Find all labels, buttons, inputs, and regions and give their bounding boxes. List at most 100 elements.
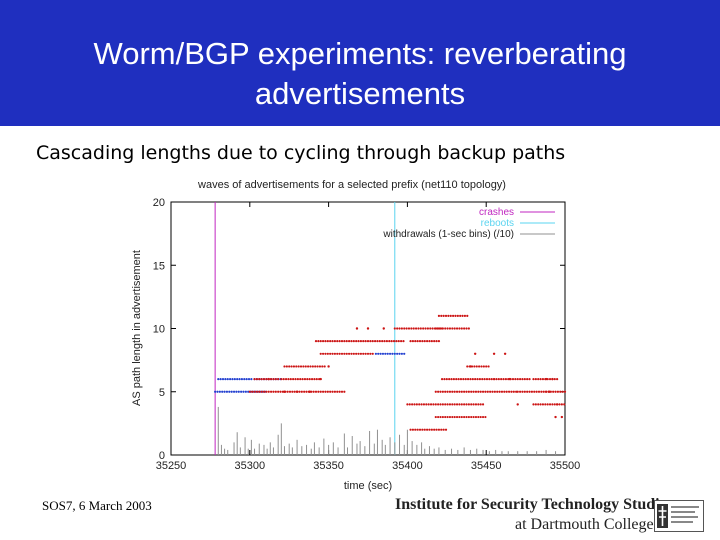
red-point-15 bbox=[473, 365, 476, 368]
red-point-4 bbox=[366, 352, 370, 355]
red-point-3 bbox=[288, 365, 291, 368]
red-point-18 bbox=[532, 403, 535, 406]
red-point-2 bbox=[288, 390, 292, 393]
red-point-scatter-12 bbox=[283, 390, 286, 393]
red-point-4 bbox=[343, 352, 346, 355]
red-point-10 bbox=[459, 378, 463, 381]
red-point-4 bbox=[319, 352, 322, 355]
red-point-18 bbox=[539, 403, 542, 406]
red-point-14 bbox=[442, 428, 445, 431]
red-point-16 bbox=[526, 378, 529, 381]
red-point-scatter-14 bbox=[308, 390, 311, 393]
red-point-12 bbox=[444, 403, 447, 406]
red-point-5 bbox=[321, 340, 325, 343]
red-point-2 bbox=[279, 390, 282, 393]
red-point-2 bbox=[277, 390, 280, 393]
red-point-5 bbox=[326, 340, 329, 343]
red-point-19 bbox=[553, 378, 556, 381]
red-point-1 bbox=[313, 378, 316, 381]
red-point-13 bbox=[470, 415, 473, 419]
red-point-14 bbox=[440, 428, 443, 431]
red-point-14 bbox=[430, 428, 433, 431]
red-point-13 bbox=[446, 415, 449, 419]
red-point-11 bbox=[477, 390, 480, 393]
red-point-5 bbox=[324, 340, 327, 343]
red-point-scatter-0 bbox=[355, 327, 359, 330]
red-point-11 bbox=[448, 390, 452, 393]
plot-area: 0 5 10 15 20 35250 35300 35350 35400 35450 35500 bbox=[153, 197, 581, 472]
red-point-15 bbox=[475, 365, 478, 368]
red-point-0 bbox=[277, 378, 280, 381]
red-point-4 bbox=[336, 352, 339, 355]
red-point-3 bbox=[321, 365, 324, 368]
red-point-2 bbox=[326, 390, 329, 393]
red-point-3 bbox=[316, 365, 319, 368]
red-point-6 bbox=[429, 327, 432, 330]
red-point-12 bbox=[463, 403, 466, 406]
red-point-16 bbox=[521, 378, 524, 381]
blue-point-3 bbox=[396, 352, 399, 355]
red-point-2 bbox=[300, 390, 303, 393]
red-point-6 bbox=[424, 327, 427, 330]
red-point-15 bbox=[487, 365, 490, 368]
red-point-5 bbox=[347, 340, 351, 343]
red-point-17 bbox=[523, 390, 526, 393]
legend-crashes-label: crashes bbox=[479, 207, 514, 218]
blue-point-3 bbox=[391, 352, 394, 355]
red-point-11 bbox=[479, 390, 482, 393]
red-point-9 bbox=[421, 340, 424, 343]
red-point-13 bbox=[474, 415, 478, 419]
red-point-17 bbox=[518, 390, 522, 393]
red-point-4 bbox=[355, 352, 358, 355]
red-point-5 bbox=[385, 340, 389, 343]
red-point-2 bbox=[305, 390, 308, 393]
red-point-1 bbox=[292, 378, 295, 381]
red-point-10 bbox=[443, 378, 446, 381]
red-point-2 bbox=[248, 390, 251, 393]
red-point-11 bbox=[503, 390, 506, 393]
red-point-scatter-18 bbox=[469, 365, 472, 368]
red-point-7 bbox=[448, 327, 452, 330]
red-point-2 bbox=[333, 390, 337, 393]
red-point-17 bbox=[537, 390, 541, 393]
red-point-6 bbox=[414, 327, 418, 330]
red-point-1 bbox=[301, 378, 304, 381]
red-point-3 bbox=[285, 365, 288, 368]
red-point-12 bbox=[472, 403, 475, 406]
x-tick-label-5: 35500 bbox=[550, 460, 581, 472]
red-point-6 bbox=[405, 327, 408, 330]
blue-point-1 bbox=[247, 378, 251, 381]
red-point-2 bbox=[293, 390, 296, 393]
red-point-3 bbox=[318, 365, 322, 368]
blue-point-0 bbox=[240, 390, 243, 393]
red-point-4 bbox=[371, 352, 374, 355]
red-point-5 bbox=[350, 340, 353, 343]
red-point-5 bbox=[333, 340, 337, 343]
red-point-0 bbox=[262, 378, 266, 381]
chart: waves of advertisements for a selected p… bbox=[131, 179, 581, 492]
blue-point-3 bbox=[377, 352, 380, 355]
red-point-8 bbox=[440, 314, 443, 317]
red-point-18 bbox=[548, 403, 552, 406]
red-point-17 bbox=[540, 390, 543, 393]
red-point-scatter-4 bbox=[503, 352, 507, 355]
red-point-12 bbox=[420, 403, 423, 406]
footer-date: SOS7, 6 March 2003 bbox=[42, 498, 152, 513]
blue-point-0 bbox=[228, 390, 231, 393]
red-point-5 bbox=[355, 340, 358, 343]
blue-point-1 bbox=[236, 378, 239, 381]
red-point-18 bbox=[541, 403, 545, 406]
red-point-6 bbox=[393, 327, 396, 330]
red-point-18 bbox=[553, 403, 556, 406]
red-point-scatter-15 bbox=[267, 377, 270, 381]
red-point-14 bbox=[433, 428, 436, 431]
red-point-11 bbox=[441, 390, 444, 393]
red-point-scatter-3 bbox=[492, 352, 496, 355]
x-tick-label-3: 35400 bbox=[392, 460, 423, 472]
red-point-15 bbox=[466, 365, 469, 368]
red-point-5 bbox=[340, 340, 344, 343]
red-point-0 bbox=[253, 378, 256, 381]
red-point-7 bbox=[467, 327, 470, 330]
red-point-10 bbox=[452, 378, 455, 381]
red-point-5 bbox=[381, 340, 384, 343]
